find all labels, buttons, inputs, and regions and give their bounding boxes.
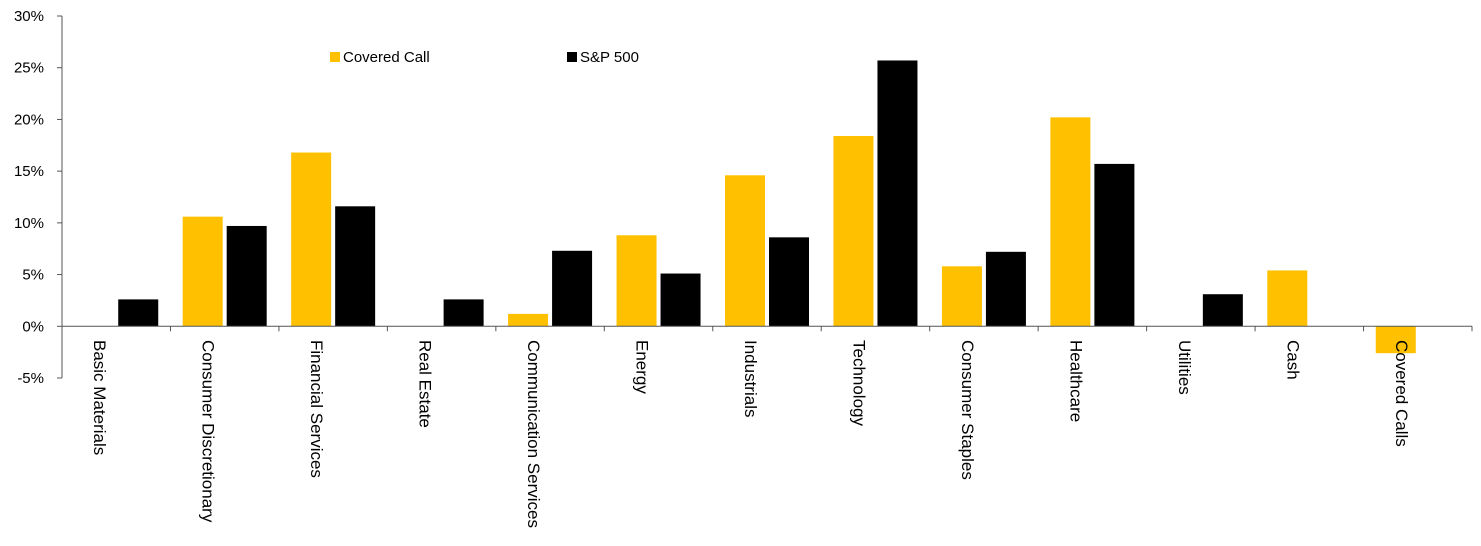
bar-covered-call [725,175,765,327]
bar-sp500 [1094,163,1135,327]
bar-sp500 [985,251,1026,327]
bar-sp500 [552,250,593,327]
category-label: Healthcare [1066,340,1085,422]
category-label: Technology [849,340,868,427]
bar-sp500 [443,299,484,327]
bar-sp500 [335,206,376,327]
bar-covered-call [1050,117,1091,327]
y-tick-label: 20% [14,111,44,128]
x-axis: Basic Materials Consumer Discretionary Fin… [62,325,1473,528]
category-label: Energy [633,340,652,394]
bars [118,60,1416,354]
legend: Covered Call S&P 500 [330,49,639,66]
bar-covered-call [833,135,874,327]
y-tick-label: 30% [14,8,44,25]
bar-covered-call [182,216,223,327]
y-tick-label: 0% [22,318,44,335]
category-label: Basic Materials [90,340,109,455]
bar-covered-call [1375,326,1416,354]
bar-covered-call [1267,270,1308,327]
bar-sp500 [118,299,159,327]
category-label: Financial Services [307,340,326,478]
y-tick-label: -5% [17,370,44,387]
category-label: Cash [1283,340,1302,380]
y-tick-label: 15% [14,163,44,180]
category-label: Consumer Discretionary [199,340,218,523]
y-tick-label: 25% [14,60,44,77]
category-label: Consumer Staples [958,340,977,480]
category-label: Real Estate [416,340,435,428]
category-label: Covered Calls [1392,340,1411,447]
category-label: Utilities [1175,340,1194,395]
bar-sp500 [877,60,918,327]
bar-covered-call [508,313,549,327]
bar-covered-call [291,152,332,327]
bar-covered-call [941,266,982,327]
bar-sp500 [660,273,701,327]
bar-sp500 [769,237,809,327]
bar-sp500 [226,225,267,327]
y-axis: 30% 25% 20% 15% 10% 5% 0% -5% [14,8,63,387]
legend-swatch [330,52,340,62]
category-label: Communication Services [524,340,543,528]
legend-label: Covered Call [343,49,430,66]
legend-label: S&P 500 [580,49,639,66]
y-tick-label: 10% [14,215,44,232]
category-label: Industrials [741,340,760,417]
y-tick-label: 5% [22,267,44,284]
bar-sp500 [1202,294,1243,327]
legend-swatch [567,52,577,62]
bar-covered-call [616,235,657,327]
